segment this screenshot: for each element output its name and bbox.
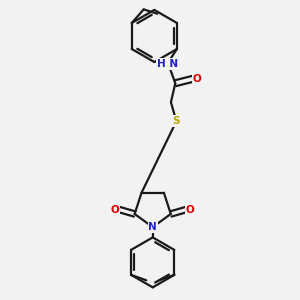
Text: H N: H N	[157, 59, 178, 69]
Text: O: O	[111, 205, 119, 214]
Text: S: S	[172, 116, 180, 126]
Text: O: O	[193, 74, 201, 84]
Text: O: O	[186, 205, 195, 214]
Text: N: N	[148, 222, 157, 232]
